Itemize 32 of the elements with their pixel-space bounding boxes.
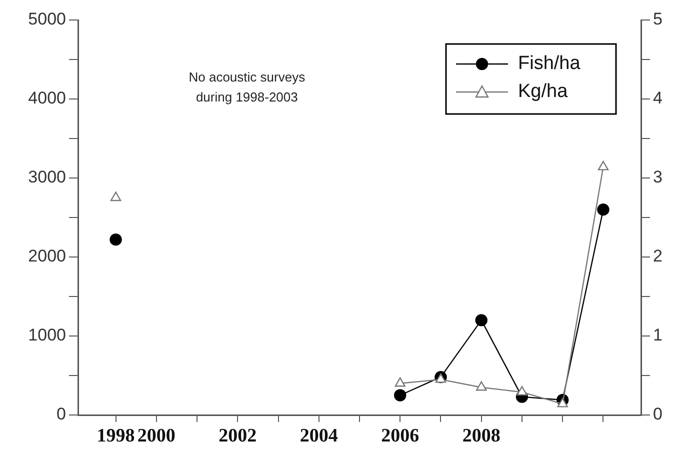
legend-label: Kg/ha: [518, 81, 568, 102]
y-tick-label: 5000: [28, 10, 66, 29]
point: [598, 160, 609, 170]
legend-label: Fish/ha: [518, 53, 581, 74]
point: [394, 377, 406, 387]
y2-tick-label: 3: [653, 168, 662, 187]
point: [476, 381, 487, 391]
point: [394, 389, 406, 402]
y-tick-label: 4000: [28, 88, 66, 108]
x-tick-label: 2000: [137, 425, 176, 446]
x-tick-label: 2004: [300, 425, 338, 446]
y-tick-label: 3000: [28, 168, 66, 187]
y2-tick-label: 4: [653, 88, 662, 108]
y2-tick-label: 2: [653, 246, 662, 266]
point: [557, 398, 568, 408]
point: [516, 386, 528, 396]
y2-tick-label: 0: [653, 404, 662, 424]
y-tick-label: 1000: [28, 326, 66, 345]
y2-tick-label: 1: [653, 326, 662, 345]
point: [597, 204, 610, 216]
point: [110, 234, 122, 246]
annotation: No acoustic surveys during 1998-2003: [188, 70, 306, 105]
point: [110, 192, 122, 202]
y2-tick-label: 5: [653, 10, 662, 29]
point: [475, 314, 488, 326]
x-tick-label: 1998: [96, 425, 135, 446]
y-tick-label: 0: [56, 404, 66, 424]
y-tick-label: 2000: [28, 246, 66, 266]
x-tick-label: 2006: [381, 425, 420, 446]
point: [435, 373, 446, 383]
x-tick-label: 2002: [218, 425, 257, 446]
x-tick-label: 2008: [462, 425, 500, 446]
